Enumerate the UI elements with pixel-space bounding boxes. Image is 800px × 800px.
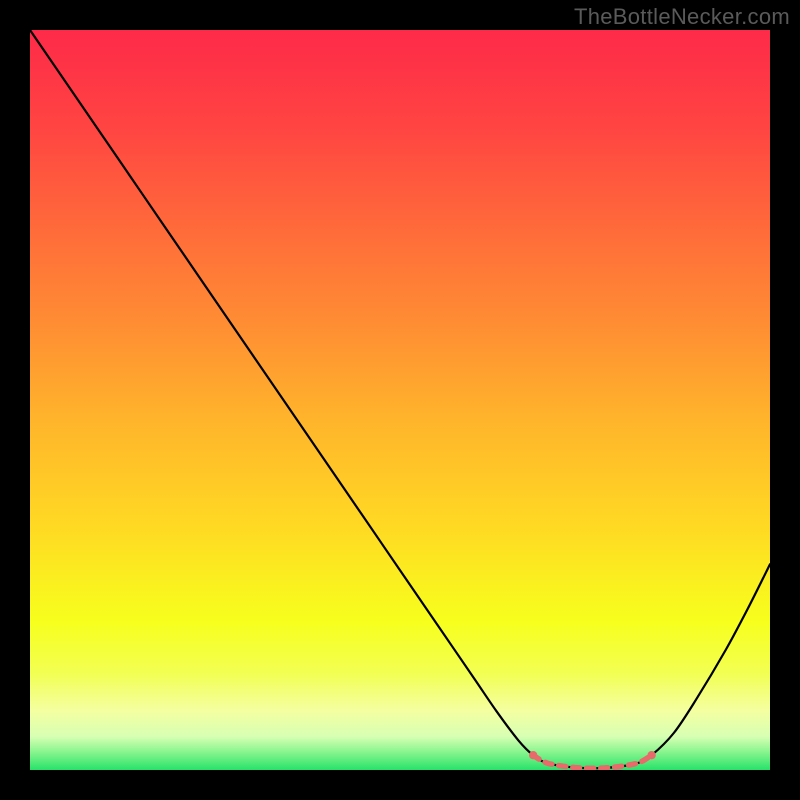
plot-area	[30, 30, 770, 770]
curves-svg	[30, 30, 770, 770]
sweet-spot-endcaps	[529, 751, 656, 759]
figure-canvas: TheBottleNecker.com	[0, 0, 800, 800]
bottleneck-curve	[30, 30, 770, 768]
sweet-spot-endcap-dot	[647, 751, 655, 759]
sweet-spot-endcap-dot	[529, 751, 537, 759]
sweet-spot-overlay	[533, 755, 651, 768]
watermark-text: TheBottleNecker.com	[574, 4, 790, 30]
